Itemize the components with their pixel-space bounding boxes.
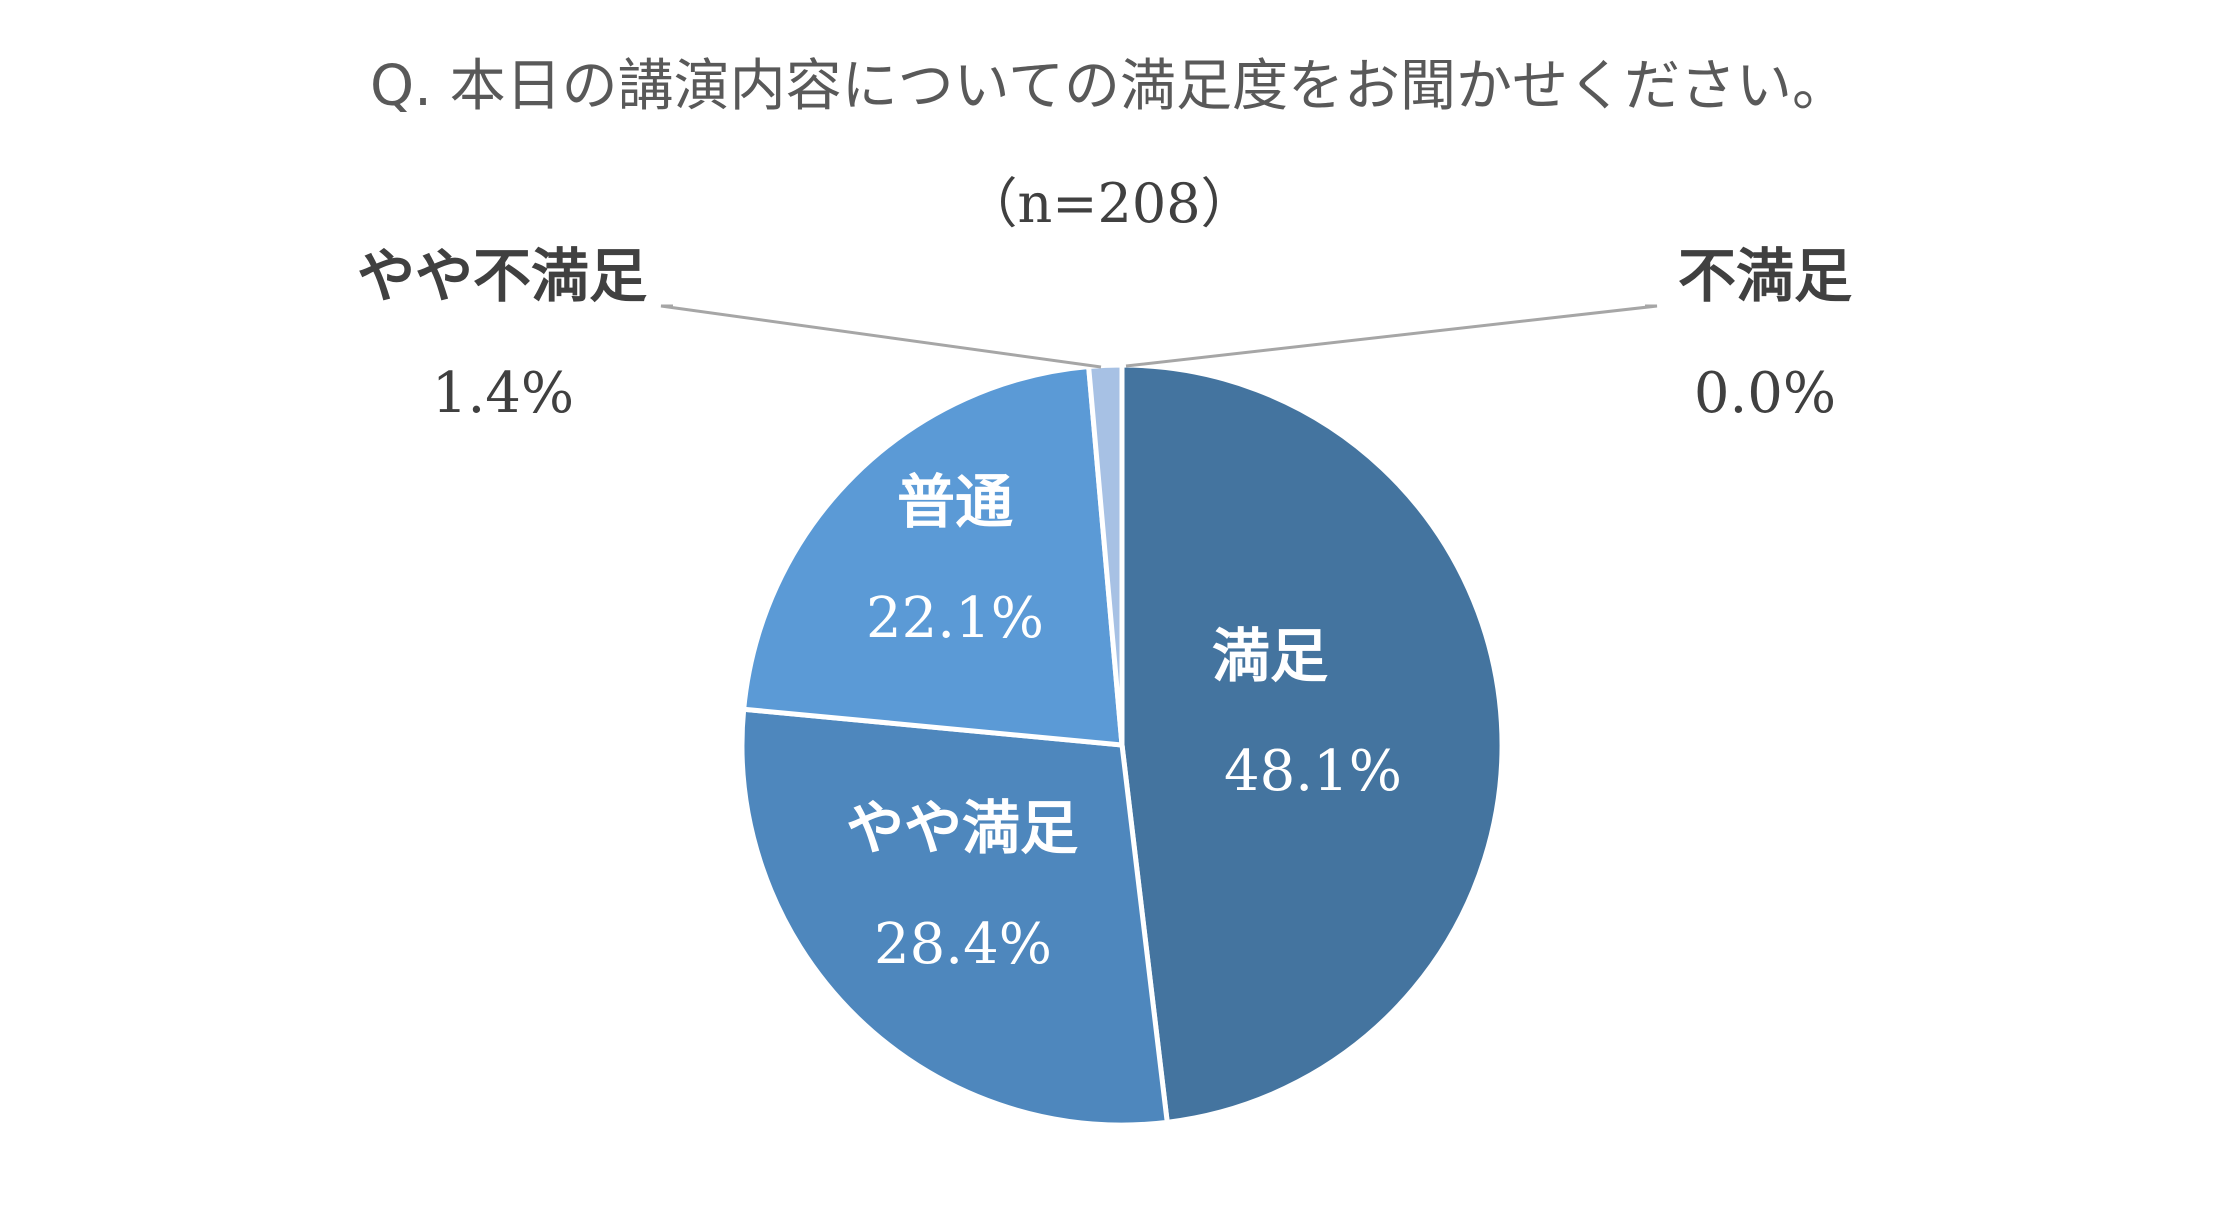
chart-subtitle: （n=208） (963, 172, 1254, 235)
slice-label-somewhat-satisfied: やや満足 (846, 794, 1078, 862)
slice-label-satisfied: 満足 (1212, 622, 1328, 690)
pie-slices (739, 362, 1505, 1128)
slice-satisfied (1119, 362, 1505, 1126)
chart-title: Q. 本日の講演内容についての満足度をお聞かせください。 (370, 54, 1848, 119)
slice-neutral (740, 363, 1125, 748)
slice-value-somewhat-satisfied: 28.4% (874, 912, 1052, 977)
slice-label-somewhat-dissatisfied: やや不満足 (357, 242, 647, 310)
slice-value-neutral: 22.1% (866, 586, 1044, 651)
slice-somewhat-satisfied (739, 706, 1171, 1128)
slice-label-neutral: 普通 (897, 468, 1013, 536)
leader-line-dissatisfied (1125, 304, 1658, 368)
slice-value-satisfied: 48.1% (1224, 739, 1402, 804)
slice-labels: 満足 48.1% やや満足 28.4% 普通 22.1% やや不満足 1.4% 不満足 0.0% (357, 242, 1852, 977)
leader-lines (660, 304, 1658, 369)
slice-value-somewhat-dissatisfied: 1.4% (432, 361, 574, 426)
slice-value-dissatisfied: 0.0% (1694, 361, 1836, 426)
slice-label-dissatisfied: 不満足 (1678, 242, 1852, 310)
leader-line-somewhat-dissatisfied (660, 304, 1102, 369)
